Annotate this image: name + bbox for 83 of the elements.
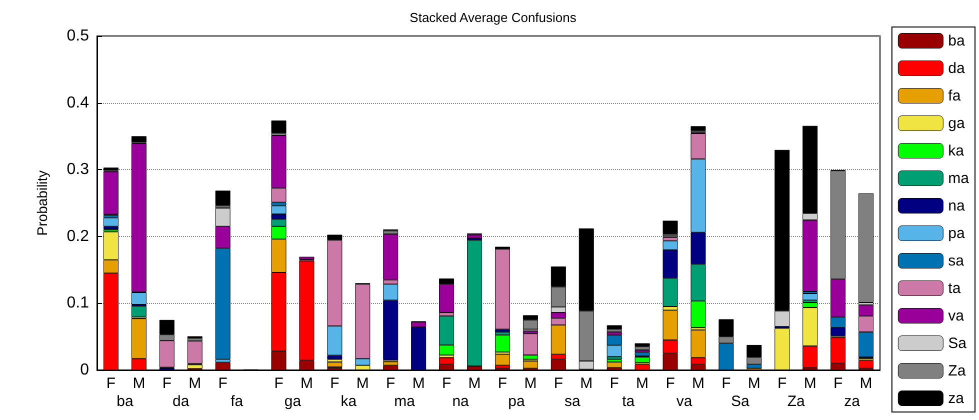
x-tick-label: F [498, 375, 508, 392]
x-tick-label: M [636, 375, 649, 392]
text: da [172, 393, 190, 410]
bar [634, 343, 650, 347]
x-tick-label: M [300, 375, 313, 392]
text: ba [116, 393, 134, 410]
legend-label: sa [948, 252, 965, 270]
x-tick-label: F [833, 375, 843, 392]
x-tick-label: F [386, 375, 396, 392]
x-tick-label: M [804, 375, 816, 392]
x-tick-label: M [356, 375, 369, 392]
legend-label: Za [948, 362, 966, 380]
y-axis-title: Probability [34, 170, 50, 236]
x-tick-label: M [188, 375, 202, 392]
text: ma [394, 393, 416, 410]
legend-label: ma [948, 170, 970, 187]
bar [634, 356, 650, 363]
legend-label: ba [948, 32, 966, 50]
text: va [676, 393, 693, 410]
text: za [844, 393, 861, 410]
legend-label: za [948, 390, 965, 407]
bar [383, 234, 398, 280]
bar [494, 249, 510, 330]
y-tick-label: 0.1 [66, 294, 90, 312]
x-tick-label: F [106, 375, 116, 392]
legend-label: da [948, 60, 966, 77]
y-tick-label: 0.5 [66, 28, 90, 44]
x-tick-label: F [778, 375, 787, 392]
bar [103, 172, 118, 214]
y-tick-label: 0 [80, 362, 90, 378]
legend-label: na [948, 197, 966, 214]
text: ta [622, 393, 636, 410]
bar [690, 126, 706, 131]
text: ga [284, 393, 302, 410]
x-tick-label: M [748, 375, 760, 392]
bar [271, 120, 286, 134]
bar [103, 218, 118, 226]
x-tick-label: F [554, 375, 563, 392]
x-tick-label: F [722, 375, 731, 392]
y-tick-label: 0.3 [66, 161, 90, 178]
bar [802, 294, 818, 300]
x-tick-label: M [524, 375, 537, 392]
bar [467, 240, 482, 366]
x-tick-label: M [580, 375, 593, 392]
legend-label: ta [948, 280, 962, 297]
text: fa [230, 393, 244, 410]
x-tick-label: M [132, 375, 146, 392]
y-tick-label: 0.2 [66, 228, 90, 245]
x-tick-label: F [274, 375, 284, 392]
legend-label: Sa [948, 334, 968, 352]
bar [662, 220, 678, 234]
bar [494, 354, 510, 366]
text: Sa [731, 393, 750, 410]
bar [494, 334, 510, 352]
legend-label: fa [948, 87, 962, 104]
legend-label: va [948, 307, 965, 324]
x-tick-label: M [692, 375, 704, 392]
bar [327, 362, 342, 367]
legend-label: pa [948, 224, 966, 242]
x-tick-label: F [610, 375, 619, 392]
bar [606, 362, 622, 368]
chart-title: Stacked Average Confusions [410, 10, 577, 25]
x-tick-label: M [468, 375, 481, 392]
x-tick-label: F [162, 375, 172, 392]
text: Za [787, 393, 806, 410]
bar [606, 325, 622, 330]
bar [215, 190, 230, 206]
bar [606, 329, 622, 332]
x-tick-label: F [218, 375, 228, 392]
x-tick-label: F [442, 375, 452, 392]
text: sa [564, 393, 581, 410]
bar [634, 346, 650, 350]
x-tick-label: F [666, 375, 675, 392]
text: na [452, 393, 470, 410]
y-tick-label: 0.4 [66, 94, 90, 112]
text: pa [508, 393, 526, 410]
text: ka [340, 393, 358, 410]
x-tick-label: M [412, 375, 425, 392]
bar [467, 234, 482, 238]
x-tick-label: F [330, 375, 340, 392]
legend-label: ka [948, 142, 965, 160]
x-tick-label: M [860, 375, 872, 392]
legend-label: ga [948, 114, 966, 132]
